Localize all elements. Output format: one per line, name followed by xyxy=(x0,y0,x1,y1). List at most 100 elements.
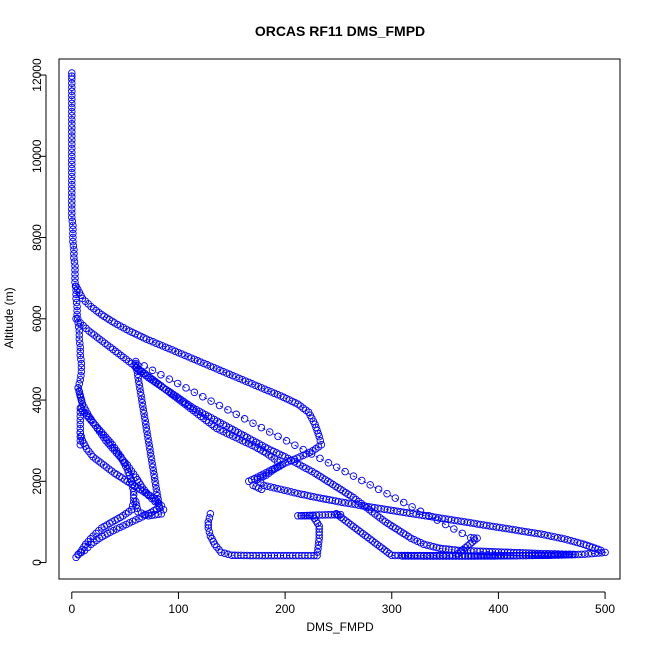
data-point xyxy=(468,538,477,546)
data-point xyxy=(357,499,366,508)
data-point xyxy=(154,495,162,504)
data-point xyxy=(181,351,189,360)
data-point xyxy=(391,494,400,502)
data-point xyxy=(71,266,79,274)
data-points xyxy=(68,69,609,562)
data-point xyxy=(68,152,76,161)
data-point xyxy=(108,444,117,452)
data-point xyxy=(68,213,76,221)
data-point xyxy=(301,551,309,560)
data-point xyxy=(479,552,487,560)
data-point xyxy=(73,310,81,319)
data-point xyxy=(217,548,225,557)
data-point xyxy=(266,483,275,491)
data-point xyxy=(298,551,306,560)
data-point xyxy=(112,449,121,457)
data-point xyxy=(270,389,279,398)
data-point xyxy=(251,381,259,389)
data-point xyxy=(380,546,389,554)
data-point xyxy=(68,185,76,193)
data-point xyxy=(309,511,317,519)
data-point xyxy=(315,531,323,539)
data-point xyxy=(74,323,83,331)
data-point xyxy=(365,505,374,514)
data-point xyxy=(270,551,279,560)
data-point xyxy=(450,525,458,533)
chart-title: ORCAS RF11 DMS_FMPD xyxy=(255,23,425,39)
data-point xyxy=(101,339,109,347)
data-point xyxy=(174,348,183,357)
data-point xyxy=(466,534,475,542)
data-point xyxy=(71,270,79,278)
data-point xyxy=(143,427,151,436)
data-point xyxy=(68,205,76,213)
data-point xyxy=(205,528,214,536)
x-tick-label: 400 xyxy=(488,602,508,616)
data-point xyxy=(131,482,139,490)
data-point xyxy=(69,233,77,242)
data-point xyxy=(104,439,112,447)
data-point xyxy=(167,389,175,397)
data-point xyxy=(342,517,350,525)
data-point xyxy=(366,535,374,543)
data-point xyxy=(154,499,163,507)
data-point xyxy=(375,542,384,551)
data-point xyxy=(174,394,183,402)
data-point xyxy=(257,485,266,494)
data-point xyxy=(399,498,408,507)
data-point xyxy=(200,359,208,368)
data-point xyxy=(68,136,76,144)
data-point xyxy=(77,363,86,372)
data-point xyxy=(497,552,506,560)
data-point xyxy=(228,551,236,559)
data-point xyxy=(204,521,213,529)
data-point xyxy=(139,402,147,411)
data-point xyxy=(84,537,92,546)
data-point xyxy=(148,366,157,375)
data-point xyxy=(147,456,156,464)
data-point xyxy=(467,552,475,560)
data-point xyxy=(454,549,462,558)
data-point xyxy=(488,552,497,560)
data-point xyxy=(69,225,77,234)
data-point xyxy=(172,392,180,401)
data-point xyxy=(314,429,322,438)
data-point xyxy=(68,140,76,148)
data-point xyxy=(164,387,173,395)
data-point xyxy=(117,351,125,360)
data-point xyxy=(515,551,524,560)
data-point xyxy=(151,481,160,489)
data-point xyxy=(69,241,78,250)
data-point xyxy=(383,489,391,498)
data-point xyxy=(132,363,141,371)
data-point xyxy=(199,392,207,401)
data-point xyxy=(282,551,291,560)
data-point xyxy=(303,511,311,520)
data-point xyxy=(77,355,85,364)
data-point xyxy=(68,120,76,128)
data-point xyxy=(295,551,303,560)
data-point xyxy=(137,509,146,517)
data-point xyxy=(482,552,490,560)
data-point xyxy=(143,431,152,439)
y-tick-label: 0 xyxy=(30,559,44,566)
data-point xyxy=(321,511,330,519)
data-point xyxy=(330,510,339,519)
data-point xyxy=(68,156,76,165)
data-point xyxy=(506,551,515,560)
data-point xyxy=(470,534,478,542)
data-point xyxy=(204,518,213,526)
data-point xyxy=(68,180,76,189)
data-point xyxy=(76,347,85,356)
data-point xyxy=(503,551,512,560)
data-point xyxy=(315,528,323,536)
data-point xyxy=(220,549,229,558)
data-point xyxy=(274,432,282,441)
data-point xyxy=(144,373,153,382)
data-point xyxy=(142,424,151,432)
data-point xyxy=(68,164,76,173)
data-point xyxy=(273,551,282,560)
data-point xyxy=(332,510,341,518)
data-point xyxy=(76,428,85,437)
